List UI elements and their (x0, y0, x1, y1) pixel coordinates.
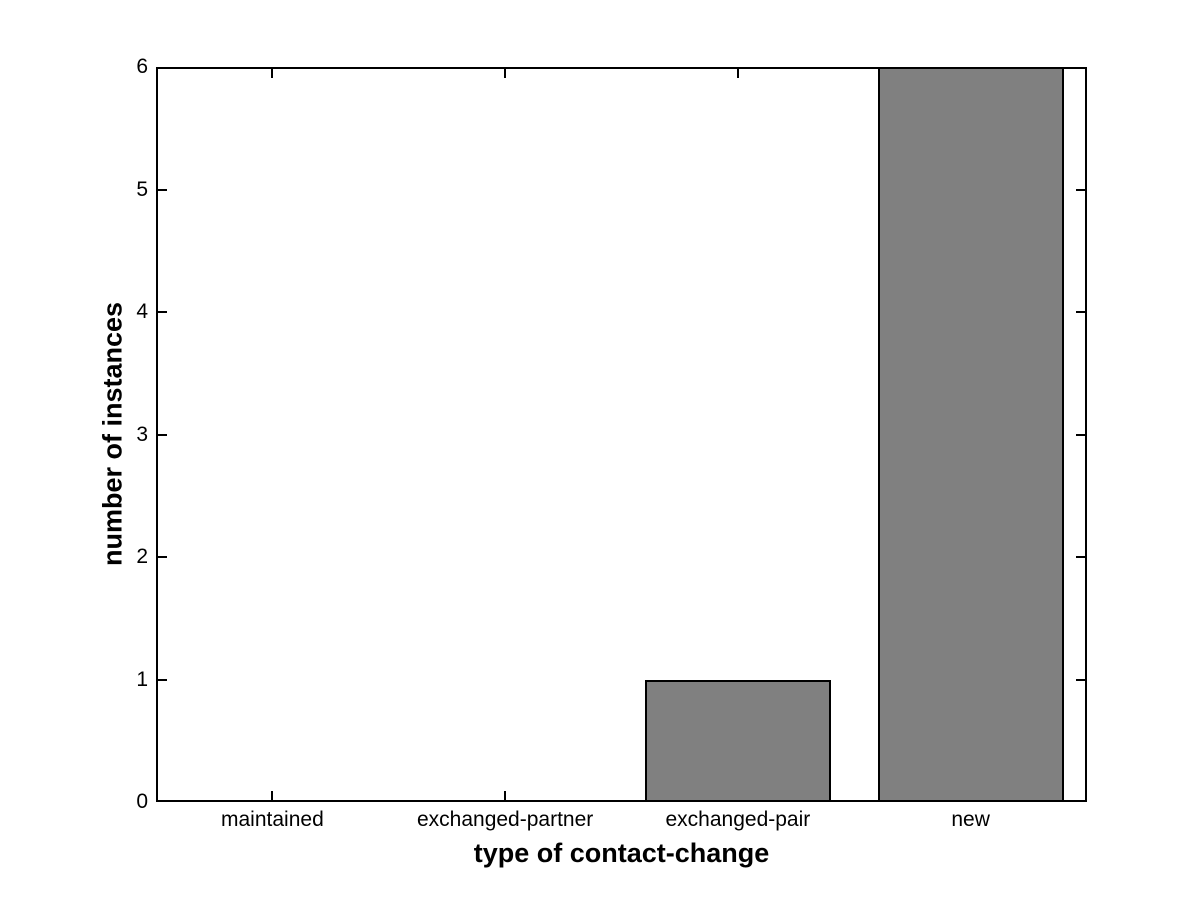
bar-new (877, 67, 1064, 802)
y-tick-label: 0 (136, 790, 148, 813)
y-tick-label: 1 (136, 667, 148, 691)
y-tick-right (1076, 433, 1085, 436)
y-tick (158, 678, 167, 681)
y-tick-label: 6 (136, 55, 148, 78)
x-tick-label: maintained (221, 808, 324, 831)
plot-area (156, 67, 1087, 802)
x-tick-label: exchanged-pair (665, 808, 811, 831)
x-axis-label: type of contact-change (473, 838, 770, 868)
y-tick-right (1076, 311, 1085, 313)
y-tick-label: 2 (136, 545, 148, 568)
y-tick (158, 188, 167, 191)
y-tick-right (1076, 556, 1085, 558)
y-tick-right (1076, 678, 1085, 681)
x-tick (504, 791, 507, 800)
x-tick-top (504, 69, 507, 78)
x-tick-label: exchanged-partner (416, 808, 594, 831)
x-tick-top (736, 69, 739, 78)
y-tick-label: 4 (136, 300, 148, 323)
y-tick (158, 433, 167, 436)
x-tick (271, 791, 274, 800)
y-axis-label: number of instances (97, 301, 128, 567)
x-tick-top (271, 69, 274, 78)
y-tick (158, 311, 167, 313)
x-tick-label: new (951, 808, 990, 831)
bar-exchanged-pair (644, 679, 831, 802)
y-tick-label: 5 (136, 177, 148, 201)
y-tick-right (1076, 188, 1085, 191)
y-tick (158, 556, 167, 558)
y-tick-label: 3 (136, 422, 148, 446)
